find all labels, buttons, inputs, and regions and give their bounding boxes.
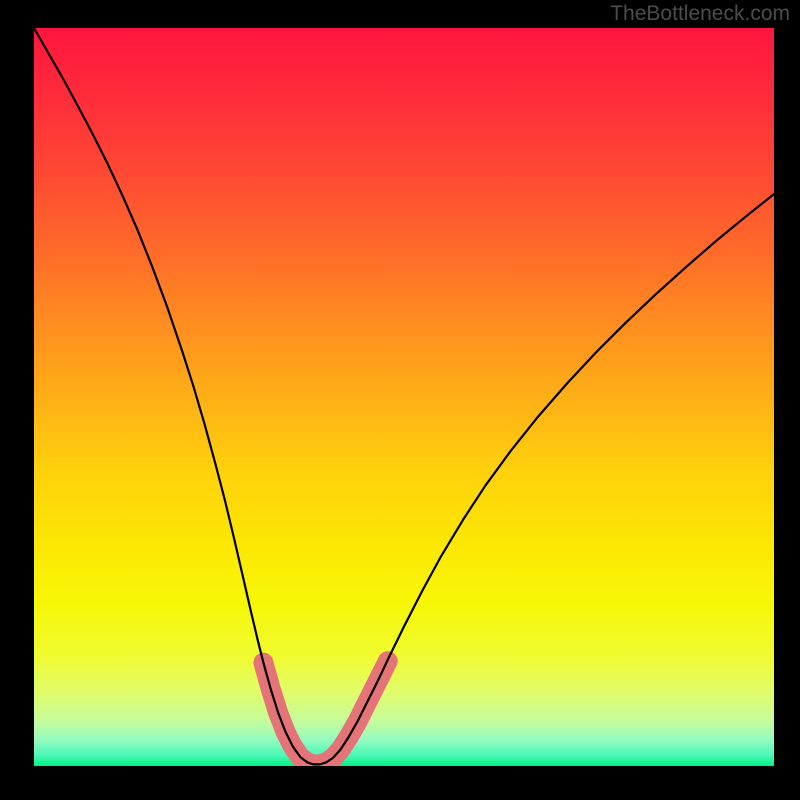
plot-area	[34, 28, 774, 766]
watermark-text: TheBottleneck.com	[610, 2, 790, 26]
chart-svg	[34, 28, 774, 766]
gradient-background	[34, 28, 774, 766]
chart-stage: TheBottleneck.com	[0, 0, 800, 800]
